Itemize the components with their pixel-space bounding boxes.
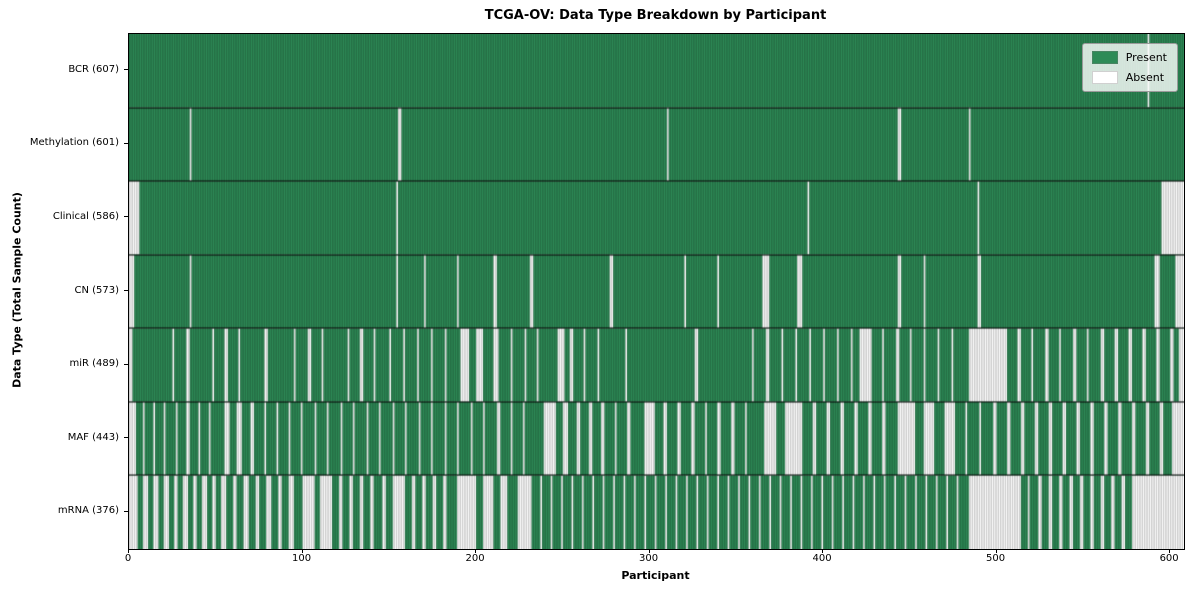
legend-swatch-absent (1091, 71, 1118, 84)
x-tick-label-0: 0 (124, 553, 132, 564)
y-tick-mark (124, 510, 128, 512)
y-tick-label-CN: CN (573) (74, 284, 119, 296)
x-tick-mark (648, 549, 650, 553)
y-tick-mark (124, 363, 128, 365)
x-tick-label-400: 400 (812, 553, 832, 564)
y-tick-mark (124, 290, 128, 291)
y-tick-label-MAF: MAF (443) (67, 431, 119, 443)
legend-item-present: Present (1091, 50, 1167, 64)
y-tick-mark (124, 69, 128, 71)
x-tick-mark (475, 549, 477, 553)
x-tick-label-600: 600 (1159, 553, 1179, 564)
legend-label-absent: Absent (1125, 70, 1165, 84)
y-tick-label-BCR: BCR (607) (68, 63, 119, 75)
x-tick-label-300: 300 (639, 553, 659, 564)
y-tick-label-mRNA: mRNA (376) (57, 505, 119, 517)
legend-swatch-present (1091, 51, 1118, 64)
y-tick-label-Methylation: Methylation (601) (29, 137, 119, 149)
y-tick-label-Clinical: Clinical (586) (52, 210, 119, 222)
x-tick-mark (128, 549, 129, 553)
y-tick-mark (124, 437, 128, 439)
x-axis-title: Participant (621, 569, 690, 582)
legend-item-absent: Absent (1091, 70, 1167, 84)
x-tick-label-100: 100 (291, 553, 312, 564)
x-tick-mark (301, 549, 303, 553)
y-tick-mark (124, 142, 128, 144)
x-tick-mark (822, 549, 824, 553)
x-tick-mark (995, 549, 997, 553)
presence-matrix-canvas (129, 34, 1184, 549)
plot-area: Present Absent (128, 33, 1185, 550)
x-tick-label-200: 200 (465, 553, 485, 564)
x-tick-label-500: 500 (986, 553, 1006, 564)
legend-label-present: Present (1125, 50, 1167, 64)
y-tick-label-miR: miR (489) (69, 358, 119, 370)
y-tick-mark (124, 216, 128, 218)
x-tick-mark (1169, 549, 1171, 553)
legend: Present Absent (1081, 43, 1178, 92)
chart-title: TCGA-OV: Data Type Breakdown by Particip… (484, 8, 827, 23)
